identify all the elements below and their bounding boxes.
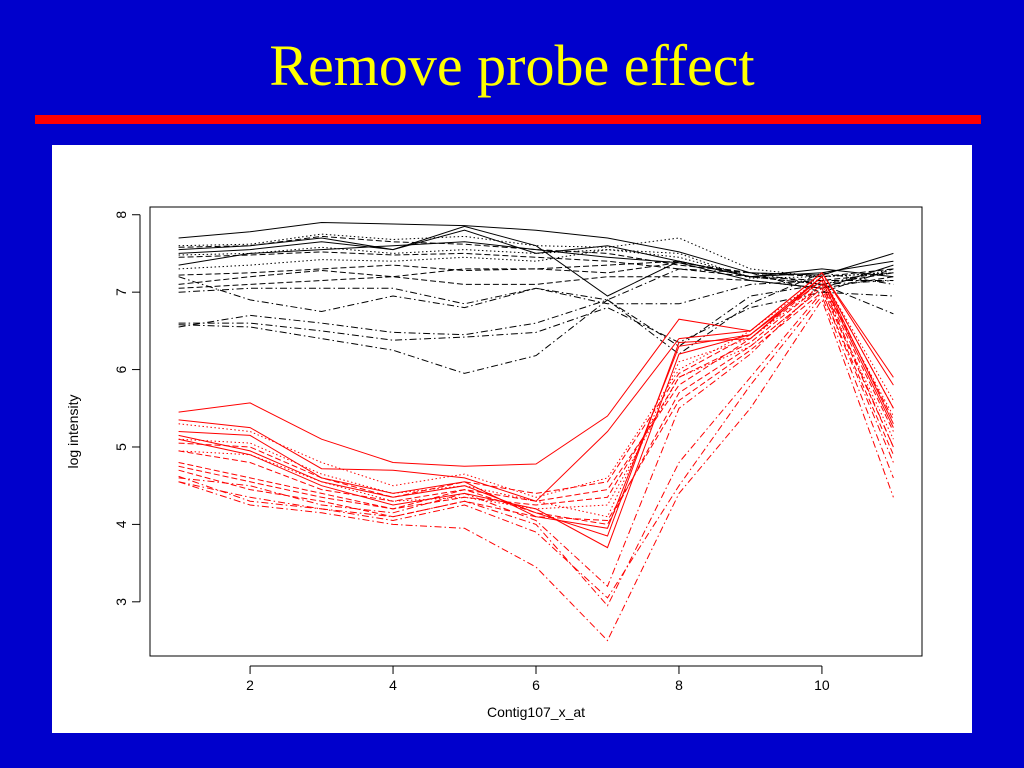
- series-line-14: [178, 276, 894, 313]
- x-tick-label: 4: [389, 677, 397, 693]
- x-tick-label: 2: [246, 677, 254, 693]
- y-axis-label: log intensity: [65, 395, 81, 469]
- series-line-4: [178, 229, 894, 278]
- x-tick-label: 8: [675, 677, 683, 693]
- series-line-33: [178, 295, 894, 599]
- y-tick-label: 8: [113, 211, 129, 219]
- y-tick-label: 7: [113, 288, 129, 296]
- series-layer: [178, 221, 894, 642]
- x-tick-label: 6: [532, 677, 540, 693]
- y-tick-label: 6: [113, 365, 129, 373]
- series-line-8: [178, 235, 894, 278]
- series-line-11: [178, 262, 894, 293]
- series-line-28: [178, 283, 894, 510]
- series-line-2: [178, 225, 894, 297]
- y-axis: 3 4 5 6 7 8: [113, 211, 141, 606]
- plot-frame: [149, 206, 923, 657]
- series-line-22: [178, 279, 894, 549]
- series-line-16: [178, 291, 894, 344]
- series-line-27: [178, 279, 894, 502]
- series-line-21: [178, 275, 894, 537]
- series-line-17: [178, 272, 894, 374]
- line-chart: 2 4 6 8 10 3 4 5 6 7 8 Contig107_x_at log intensi…: [65, 206, 923, 720]
- series-line-31: [178, 283, 894, 588]
- series-line-15: [178, 283, 894, 347]
- series-line-20: [178, 275, 894, 529]
- series-line-29: [178, 287, 894, 525]
- y-tick-label: 3: [113, 598, 129, 606]
- series-line-24: [178, 283, 894, 518]
- y-tick-label: 5: [113, 443, 129, 451]
- series-line-5: [178, 233, 894, 278]
- title-rule: [35, 115, 981, 124]
- slide-title: Remove probe effect: [269, 33, 755, 98]
- x-axis: 2 4 6 8 10: [246, 665, 830, 693]
- series-line-9: [178, 251, 894, 282]
- x-tick-label: 10: [814, 677, 830, 693]
- series-line-30: [178, 291, 894, 522]
- y-tick-label: 4: [113, 520, 129, 528]
- series-line-13: [178, 268, 894, 305]
- series-line-23: [178, 275, 894, 498]
- series-line-1: [178, 221, 894, 276]
- x-axis-label: Contig107_x_at: [487, 704, 585, 720]
- plot-panel: 2 4 6 8 10 3 4 5 6 7 8 Contig107_x_at log intensi…: [52, 145, 972, 733]
- series-line-32: [178, 291, 894, 607]
- series-line-3: [178, 241, 894, 289]
- series-line-26: [178, 275, 894, 498]
